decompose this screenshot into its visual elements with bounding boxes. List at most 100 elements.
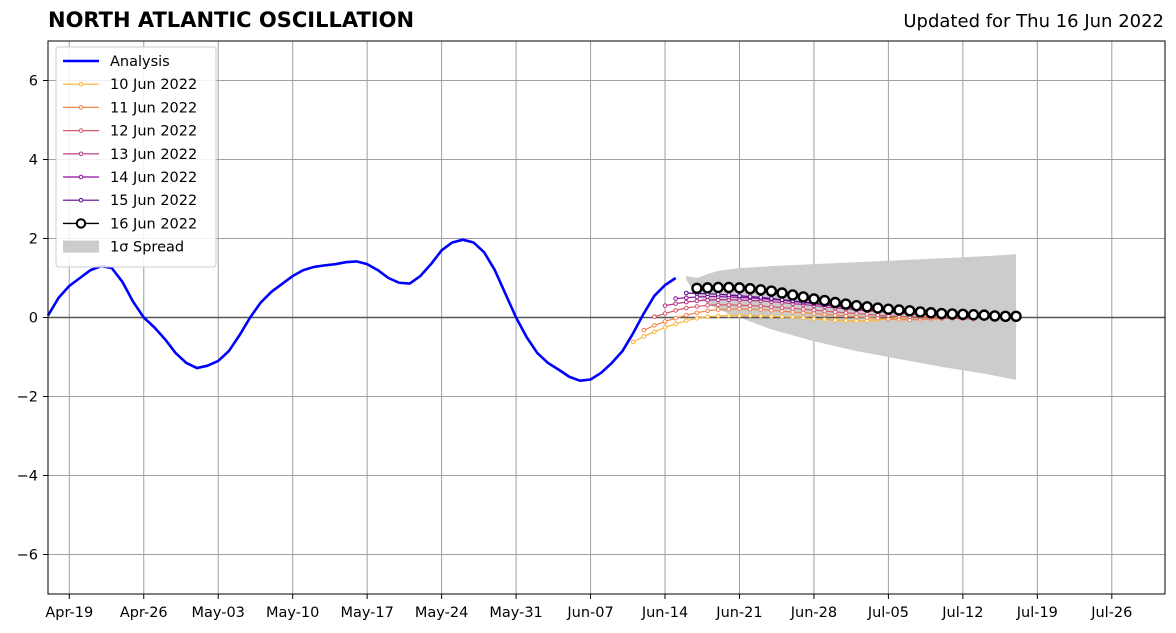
x-tick-label: May-03 [192,605,245,621]
main-forecast-point [733,282,746,294]
x-tick-label: Jun-28 [790,605,837,621]
forecast-point [662,303,668,308]
forecast-point [694,304,700,309]
legend-label: Analysis [110,54,170,70]
main-forecast-point [893,304,905,316]
forecast-point [662,319,668,324]
legend-label: 14 Jun 2022 [110,170,197,186]
main-forecast-point [935,307,948,320]
forecast-point [747,313,753,318]
forecast-point [673,315,678,321]
forecast-point [790,314,795,320]
forecast-point [715,313,721,319]
legend-swatch-forecast-marker [78,105,84,110]
forecast-point [737,302,742,308]
main-forecast-point [829,296,841,309]
main-forecast-point [744,282,756,295]
forecast-point [694,315,700,321]
forecast-point [652,314,657,320]
forecast-point [683,318,689,323]
forecast-point [737,293,742,299]
forecast-point [822,308,827,314]
legend-label: 13 Jun 2022 [110,147,197,163]
analysis-line [46,238,677,383]
main-forecast-point [765,285,778,297]
main-forecast-point [712,281,724,294]
forecast-point [769,296,774,301]
legend-swatch-forecast-marker [78,151,84,157]
forecast-point [747,294,753,299]
legend-swatch-forecast-marker [78,174,84,180]
forecast-point [715,307,721,312]
chart-title: NORTH ATLANTIC OSCILLATION [48,8,415,32]
x-tick-label: May-17 [340,605,393,621]
forecast-point [832,317,838,323]
forecast-point [715,302,721,308]
forecast-point [801,306,806,312]
main-forecast-point [999,310,1012,323]
main-forecast-point [818,294,831,307]
forecast-point [843,310,849,316]
x-tick-label: May-24 [415,605,468,621]
x-tick-label: Jun-07 [566,605,613,621]
forecast-point [726,292,732,298]
legend-swatch-forecast-marker [78,197,84,203]
plot-frame [47,40,1166,595]
y-tick-label: 0 [29,311,38,327]
forecast-point [758,313,764,319]
forecast-point [652,323,657,328]
forecast-point [758,303,764,309]
forecast-point [790,306,795,311]
forecast-point [726,313,732,318]
forecast-point [769,304,774,310]
main-forecast-point [925,307,937,319]
forecast-point [801,315,806,321]
legend-label: 15 Jun 2022 [110,193,197,209]
x-tick-label: Jun-21 [715,605,762,621]
main-forecast-point [978,309,990,321]
forecast-point [683,312,689,318]
x-tick-label: Jul-12 [941,605,983,621]
forecast-point [854,318,859,324]
main-forecast-point [903,305,916,317]
x-tick-label: Apr-19 [45,605,93,621]
main-forecast-point [967,309,980,321]
y-tick-label: −6 [17,548,38,564]
x-tick-label: Jun-14 [641,605,688,621]
main-forecast-point [957,308,969,321]
legend-label: 12 Jun 2022 [110,124,197,140]
main-forecast-point [808,293,820,305]
forecast-point [769,314,774,319]
legend: Analysis 10 Jun 2022 11 Jun 2022 12 Jun 202… [55,46,217,268]
forecast-point [652,329,657,335]
legend-swatch-forecast-marker [78,128,84,133]
legend-swatch-forecast-marker [78,81,84,87]
forecast-point [694,310,700,316]
y-tick-label: 2 [29,232,38,248]
legend-label: 1σ Spread [110,240,184,256]
forecast-point [822,317,827,322]
main-forecast-point [861,301,873,313]
forecast-point [779,305,785,310]
legend-box [55,46,217,268]
forecast-point [832,309,838,315]
forecast-point [673,321,678,327]
x-tick-label: Apr-26 [120,605,168,621]
main-forecast-point [691,282,703,294]
forecast-point [811,307,817,313]
main-forecast-point [840,298,852,310]
main-forecast-point [701,282,714,294]
main-forecast-point [989,310,1001,322]
main-forecast-point [723,281,735,294]
forecast-point [737,313,742,318]
y-tick-label: −4 [17,469,38,485]
x-tick-label: May-10 [266,605,319,621]
main-forecast-point [797,291,810,303]
forecast-point [705,308,710,314]
x-tick-label: Jul-19 [1016,605,1058,621]
forecast-point [662,311,668,316]
forecast-point [673,308,678,313]
forecast-point [673,296,678,301]
legend-label: 16 Jun 2022 [110,216,197,232]
forecast-point [630,339,636,345]
